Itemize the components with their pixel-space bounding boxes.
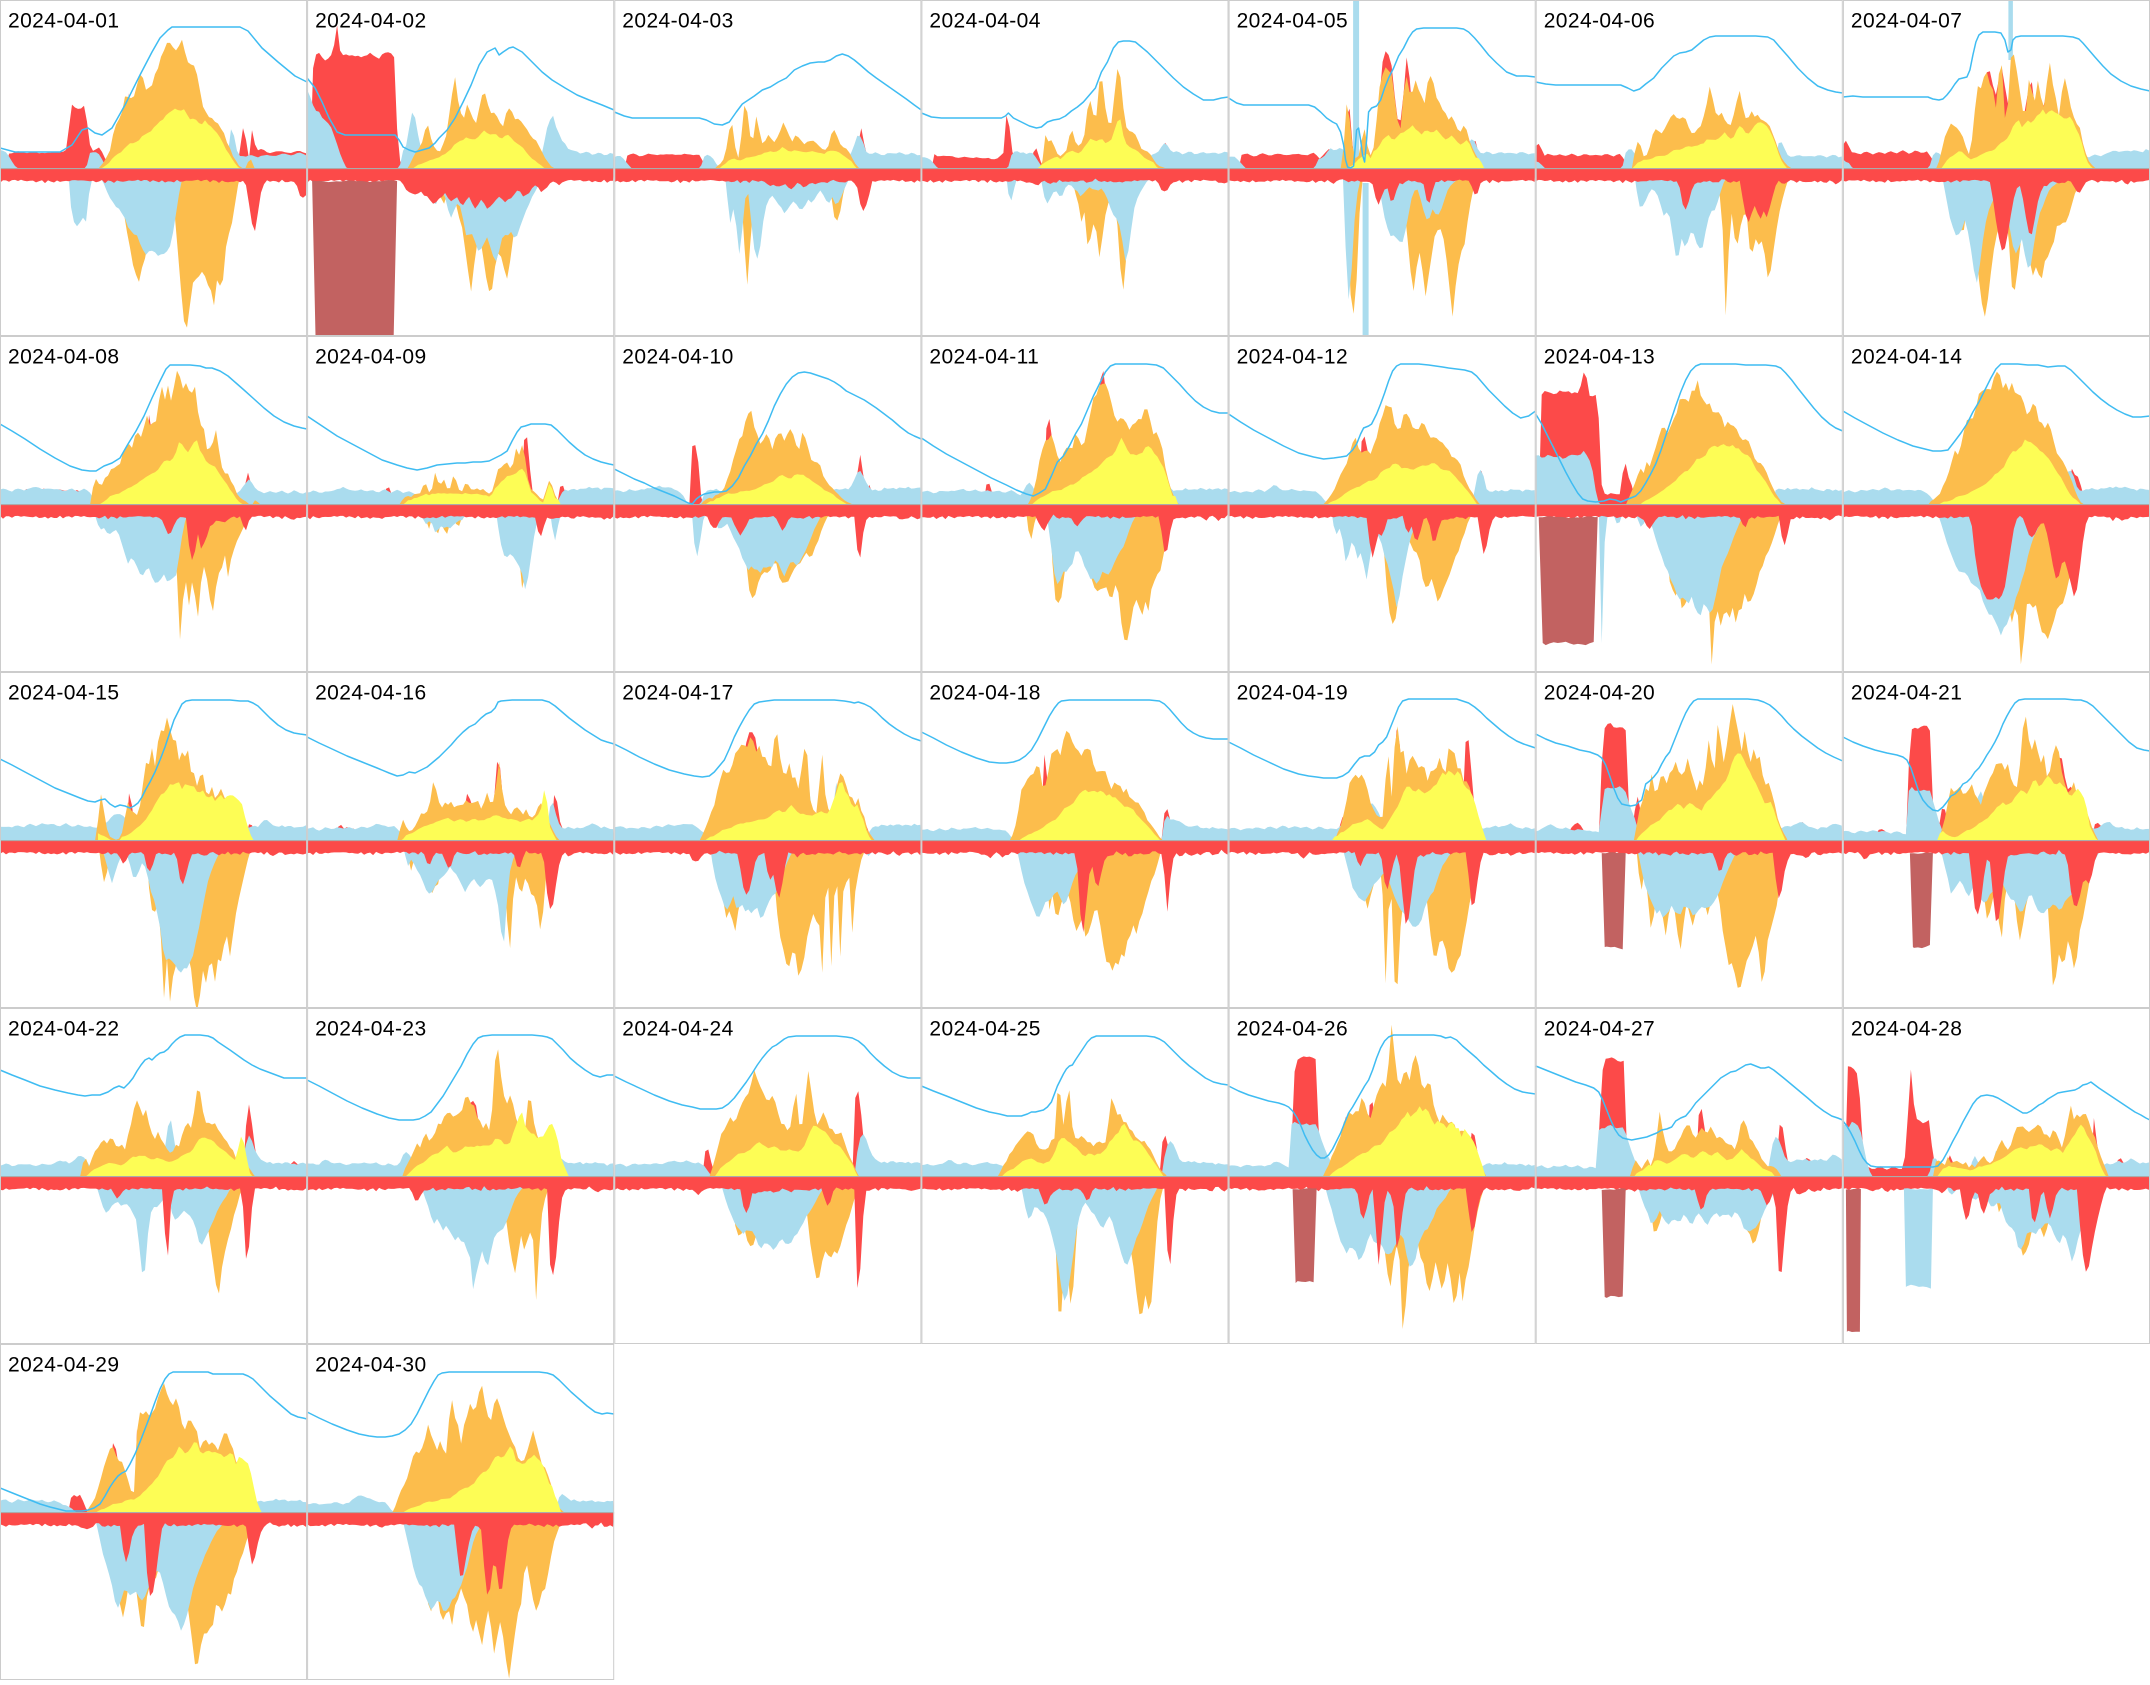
- svg-text:2024-04-15: 2024-04-15: [8, 682, 119, 705]
- svg-text:2024-04-06: 2024-04-06: [1544, 10, 1655, 33]
- svg-text:2024-04-18: 2024-04-18: [929, 682, 1040, 705]
- svg-text:2024-04-03: 2024-04-03: [622, 10, 733, 33]
- svg-text:2024-04-30: 2024-04-30: [315, 1354, 426, 1377]
- svg-text:2024-04-14: 2024-04-14: [1851, 346, 1962, 369]
- svg-text:2024-04-17: 2024-04-17: [622, 682, 733, 705]
- svg-text:2024-04-08: 2024-04-08: [8, 346, 119, 369]
- svg-text:2024-04-13: 2024-04-13: [1544, 346, 1655, 369]
- svg-text:2024-04-23: 2024-04-23: [315, 1018, 426, 1041]
- svg-text:2024-04-26: 2024-04-26: [1237, 1018, 1348, 1041]
- svg-text:2024-04-22: 2024-04-22: [8, 1018, 119, 1041]
- svg-text:2024-04-19: 2024-04-19: [1237, 682, 1348, 705]
- svg-text:2024-04-20: 2024-04-20: [1544, 682, 1655, 705]
- svg-text:2024-04-16: 2024-04-16: [315, 682, 426, 705]
- svg-text:2024-04-07: 2024-04-07: [1851, 10, 1962, 33]
- svg-text:2024-04-09: 2024-04-09: [315, 346, 426, 369]
- svg-text:2024-04-24: 2024-04-24: [622, 1018, 733, 1041]
- svg-text:2024-04-25: 2024-04-25: [929, 1018, 1040, 1041]
- svg-text:2024-04-02: 2024-04-02: [315, 10, 426, 33]
- svg-text:2024-04-27: 2024-04-27: [1544, 1018, 1655, 1041]
- svg-text:2024-04-01: 2024-04-01: [8, 10, 119, 33]
- svg-text:2024-04-10: 2024-04-10: [622, 346, 733, 369]
- svg-text:2024-04-29: 2024-04-29: [8, 1354, 119, 1377]
- svg-text:2024-04-21: 2024-04-21: [1851, 682, 1962, 705]
- svg-text:2024-04-12: 2024-04-12: [1237, 346, 1348, 369]
- svg-text:2024-04-04: 2024-04-04: [929, 10, 1040, 33]
- svg-text:2024-04-11: 2024-04-11: [929, 346, 1039, 369]
- svg-text:2024-04-05: 2024-04-05: [1237, 10, 1348, 33]
- svg-text:2024-04-28: 2024-04-28: [1851, 1018, 1962, 1041]
